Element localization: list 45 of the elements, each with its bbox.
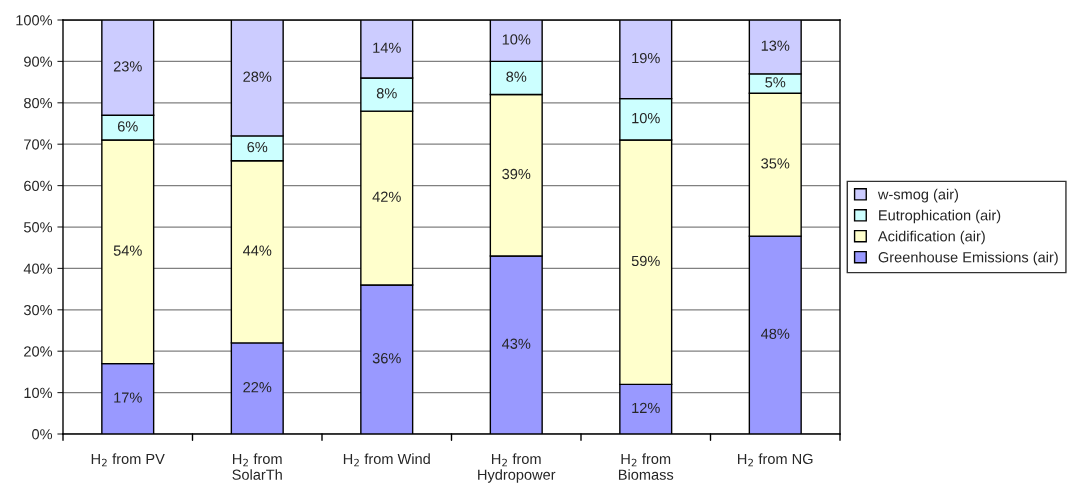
data-label: 36% bbox=[372, 353, 401, 364]
data-label: 17% bbox=[114, 392, 142, 403]
data-label: 48% bbox=[760, 328, 790, 339]
x-tick-label: H$_{2}$ from Biomass bbox=[618, 453, 674, 480]
data-label: 6% bbox=[117, 121, 138, 132]
y-tick-label: 30% bbox=[23, 304, 53, 316]
x-tick-label: H$_{2}$ from Hydropower bbox=[478, 453, 556, 483]
data-label: 43% bbox=[501, 338, 531, 349]
data-label: 5% bbox=[765, 77, 786, 88]
x-tick-label: H$_{2}$ from NG bbox=[738, 453, 813, 467]
data-label: 44% bbox=[242, 245, 272, 256]
data-label: 12% bbox=[632, 402, 660, 414]
data-label: 54% bbox=[113, 245, 142, 256]
legend-label: Acidification (air) bbox=[877, 230, 985, 245]
data-label: 14% bbox=[373, 42, 401, 53]
y-tick-label: 0% bbox=[32, 429, 53, 440]
data-label: 23% bbox=[113, 61, 142, 72]
y-tick-label: 80% bbox=[24, 97, 53, 109]
data-label: 6% bbox=[247, 141, 268, 153]
y-tick-label: 40% bbox=[23, 263, 53, 274]
data-label: 10% bbox=[632, 112, 660, 124]
data-label: 28% bbox=[243, 71, 272, 82]
legend-label: Eutrophication (air) bbox=[879, 209, 1001, 224]
y-tick-label: 20% bbox=[24, 346, 53, 357]
legend-label: w-smog (air) bbox=[877, 188, 959, 203]
y-tick-label: 100% bbox=[16, 15, 53, 26]
data-label: 10% bbox=[502, 34, 531, 45]
data-label: 8% bbox=[506, 71, 527, 82]
data-label: 13% bbox=[761, 40, 790, 51]
data-label: 39% bbox=[502, 168, 531, 180]
y-tick-label: 50% bbox=[23, 222, 53, 233]
data-label: 8% bbox=[376, 88, 397, 99]
y-tick-label: 10% bbox=[24, 387, 53, 399]
x-tick-label: H$_{2}$ from PV bbox=[91, 453, 165, 467]
legend-label: Greenhouse Emissions (air) bbox=[878, 251, 1058, 266]
y-tick-label: 60% bbox=[24, 180, 53, 192]
y-tick-label: 70% bbox=[24, 139, 53, 150]
data-label: 22% bbox=[243, 382, 272, 393]
x-tick-label: H$_{2}$ from SolarTh bbox=[232, 453, 282, 480]
data-label: 59% bbox=[631, 255, 660, 267]
x-tick-label: H$_{2}$ from Wind bbox=[343, 453, 430, 467]
data-label: 19% bbox=[632, 52, 660, 64]
data-label: 35% bbox=[761, 158, 790, 169]
data-label: 42% bbox=[372, 191, 401, 202]
y-tick-label: 90% bbox=[24, 56, 53, 67]
